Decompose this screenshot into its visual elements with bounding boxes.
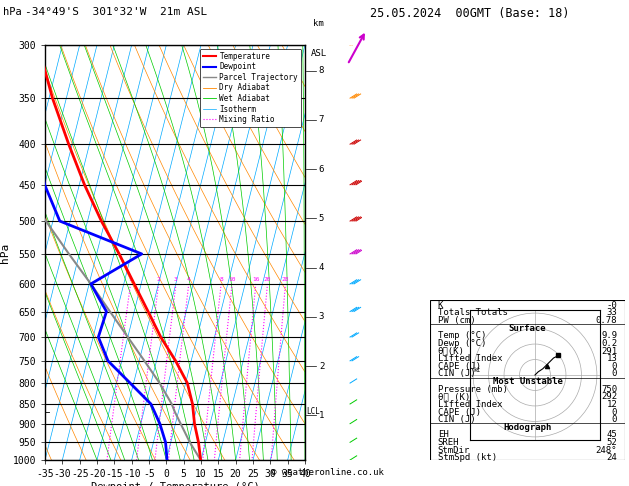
Text: 10: 10	[228, 277, 236, 282]
Text: CAPE (J): CAPE (J)	[438, 362, 481, 371]
Text: CIN (J): CIN (J)	[438, 415, 476, 424]
Text: K: K	[438, 301, 443, 310]
Text: StmSpd (kt): StmSpd (kt)	[438, 453, 497, 462]
Text: CIN (J): CIN (J)	[438, 369, 476, 379]
Text: 248°: 248°	[596, 446, 617, 454]
Text: LCL: LCL	[306, 407, 320, 417]
Text: 1: 1	[319, 411, 324, 420]
Text: 20: 20	[264, 277, 271, 282]
Text: 4: 4	[319, 263, 324, 272]
Text: 0.78: 0.78	[596, 316, 617, 325]
Text: 8: 8	[319, 66, 324, 75]
Text: 0: 0	[612, 407, 617, 417]
Text: Totals Totals: Totals Totals	[438, 309, 508, 317]
Text: hPa: hPa	[3, 7, 22, 17]
Text: θᴁ (K): θᴁ (K)	[438, 392, 470, 401]
Text: 0: 0	[612, 362, 617, 371]
Text: 0: 0	[612, 415, 617, 424]
Text: Surface: Surface	[509, 324, 547, 333]
Text: © weatheronline.co.uk: © weatheronline.co.uk	[270, 468, 384, 477]
Text: 3: 3	[174, 277, 178, 282]
Text: 7: 7	[319, 115, 324, 124]
Text: Temp (°C): Temp (°C)	[438, 331, 486, 340]
Legend: Temperature, Dewpoint, Parcel Trajectory, Dry Adiabat, Wet Adiabat, Isotherm, Mi: Temperature, Dewpoint, Parcel Trajectory…	[199, 49, 301, 127]
Text: SREH: SREH	[438, 438, 459, 447]
X-axis label: Dewpoint / Temperature (°C): Dewpoint / Temperature (°C)	[91, 482, 259, 486]
Text: km: km	[313, 19, 324, 28]
Text: 25.05.2024  00GMT (Base: 18): 25.05.2024 00GMT (Base: 18)	[370, 7, 569, 20]
Text: 292: 292	[601, 392, 617, 401]
Text: Pressure (mb): Pressure (mb)	[438, 384, 508, 394]
Text: 28: 28	[282, 277, 289, 282]
Text: Hodograph: Hodograph	[503, 423, 552, 432]
Text: 4: 4	[187, 277, 191, 282]
Text: 0: 0	[612, 369, 617, 379]
Text: 13: 13	[606, 354, 617, 363]
Text: 0.2: 0.2	[601, 339, 617, 348]
Text: Lifted Index: Lifted Index	[438, 400, 503, 409]
Text: CAPE (J): CAPE (J)	[438, 407, 481, 417]
Text: Most Unstable: Most Unstable	[493, 377, 562, 386]
Text: Dewp (°C): Dewp (°C)	[438, 339, 486, 348]
Text: ASL: ASL	[311, 49, 327, 58]
Text: 291: 291	[601, 347, 617, 356]
Text: PW (cm): PW (cm)	[438, 316, 476, 325]
Text: 12: 12	[606, 400, 617, 409]
Text: θᴁ(K): θᴁ(K)	[438, 347, 465, 356]
Text: 6: 6	[319, 165, 324, 174]
Text: -34°49'S  301°32'W  21m ASL: -34°49'S 301°32'W 21m ASL	[25, 7, 208, 17]
Text: 2: 2	[157, 277, 160, 282]
Text: StmDir: StmDir	[438, 446, 470, 454]
Text: 33: 33	[606, 309, 617, 317]
Text: 2: 2	[319, 362, 324, 370]
Text: 9.9: 9.9	[601, 331, 617, 340]
Text: Lifted Index: Lifted Index	[438, 354, 503, 363]
Text: kt: kt	[473, 367, 480, 373]
Text: 1: 1	[129, 277, 133, 282]
Text: 24: 24	[606, 453, 617, 462]
Text: 8: 8	[220, 277, 223, 282]
Y-axis label: hPa: hPa	[0, 243, 9, 262]
Text: 16: 16	[252, 277, 260, 282]
Text: 3: 3	[319, 312, 324, 321]
Text: 5: 5	[319, 214, 324, 223]
Text: EH: EH	[438, 431, 448, 439]
Text: 52: 52	[606, 438, 617, 447]
Text: -0: -0	[606, 301, 617, 310]
Text: 750: 750	[601, 384, 617, 394]
Text: 45: 45	[606, 431, 617, 439]
